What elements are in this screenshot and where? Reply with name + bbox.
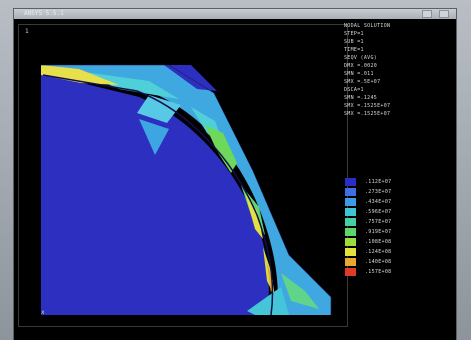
legend-swatch [345,218,356,226]
legend-label: .140E+08 [365,259,392,265]
legend-swatch [345,238,356,246]
info-line: SUB =1 [344,39,364,45]
ring-patch-cyan-1 [77,71,179,99]
legend-row: .140E+08 [345,257,453,267]
corner-region-top [164,65,217,91]
legend-swatch [345,248,356,256]
window-title: ANSYS 5.5.1 [24,10,64,17]
corner-region-bottom [247,287,289,315]
element-edges [41,64,332,315]
close-button[interactable] [439,10,449,18]
info-line: SMX =.1525E+07 [344,111,391,117]
contour-legend: .112E+07 .273E+07 .434E+07 .596E+07 .757… [345,177,453,277]
legend-row: .757E+07 [345,217,453,227]
legend-label: .273E+07 [365,189,392,195]
info-line: TIME=1 [344,47,364,53]
legend-row: .273E+07 [345,187,453,197]
legend-label: .757E+07 [365,219,392,225]
legend-row: .108E+08 [345,237,453,247]
ring-patch-green-3 [281,273,319,309]
legend-label: .112E+07 [365,179,392,185]
axis-indicator: x [41,309,45,316]
legend-label: .124E+08 [365,249,392,255]
window-titlebar[interactable]: ANSYS 5.5.1 [14,9,456,19]
legend-swatch [345,258,356,266]
legend-swatch [345,208,356,216]
info-line: STEP=1 [344,31,364,37]
legend-label: .108E+08 [365,239,392,245]
ring-patch-yellow-2 [245,193,263,239]
ring-patch-orange [267,263,273,293]
legend-label: .919E+07 [365,229,392,235]
info-line: DSCA=1 [344,87,364,93]
ring-patch-teal-1 [139,119,169,155]
legend-row: .434E+07 [345,197,453,207]
legend-row: .112E+07 [345,177,453,187]
legend-swatch [345,268,356,276]
info-line: NODAL SOLUTION [344,23,391,29]
legend-row: .157E+08 [345,267,453,277]
viewport-number: 1 [25,28,29,35]
ring-patch-green-1 [205,125,237,173]
ring-patch-yellow-1 [41,65,119,85]
stress-contour-plot [41,64,332,316]
interior-region [41,73,269,315]
legend-label: .434E+07 [365,199,392,205]
info-line: SMN =.011 [344,71,374,77]
ansys-graphics-window: ANSYS 5.5.1 [14,9,456,340]
legend-row: .124E+08 [345,247,453,257]
legend-swatch [345,228,356,236]
graphics-viewport[interactable]: 1 x [18,24,348,327]
legend-label: .596E+07 [365,209,392,215]
info-line: SMN =.1245 [344,95,378,101]
minimize-button[interactable] [422,10,432,18]
legend-row: .596E+07 [345,207,453,217]
ring-patch-cyan-3 [137,95,181,123]
solution-info-panel: NODAL SOLUTION STEP=1 SUB =1 TIME=1 SEQV… [344,22,452,118]
info-line: SMX =.5E+07 [344,79,381,85]
info-line: SEQV (AVG) [344,55,378,61]
legend-swatch [345,188,356,196]
info-line: SMX =.1525E+07 [344,103,391,109]
info-line: DMX =.0020 [344,63,378,69]
legend-row: .919E+07 [345,227,453,237]
legend-label: .157E+08 [365,269,392,275]
legend-swatch [345,198,356,206]
legend-swatch [345,178,356,186]
inner-boundary-arc [42,74,274,316]
